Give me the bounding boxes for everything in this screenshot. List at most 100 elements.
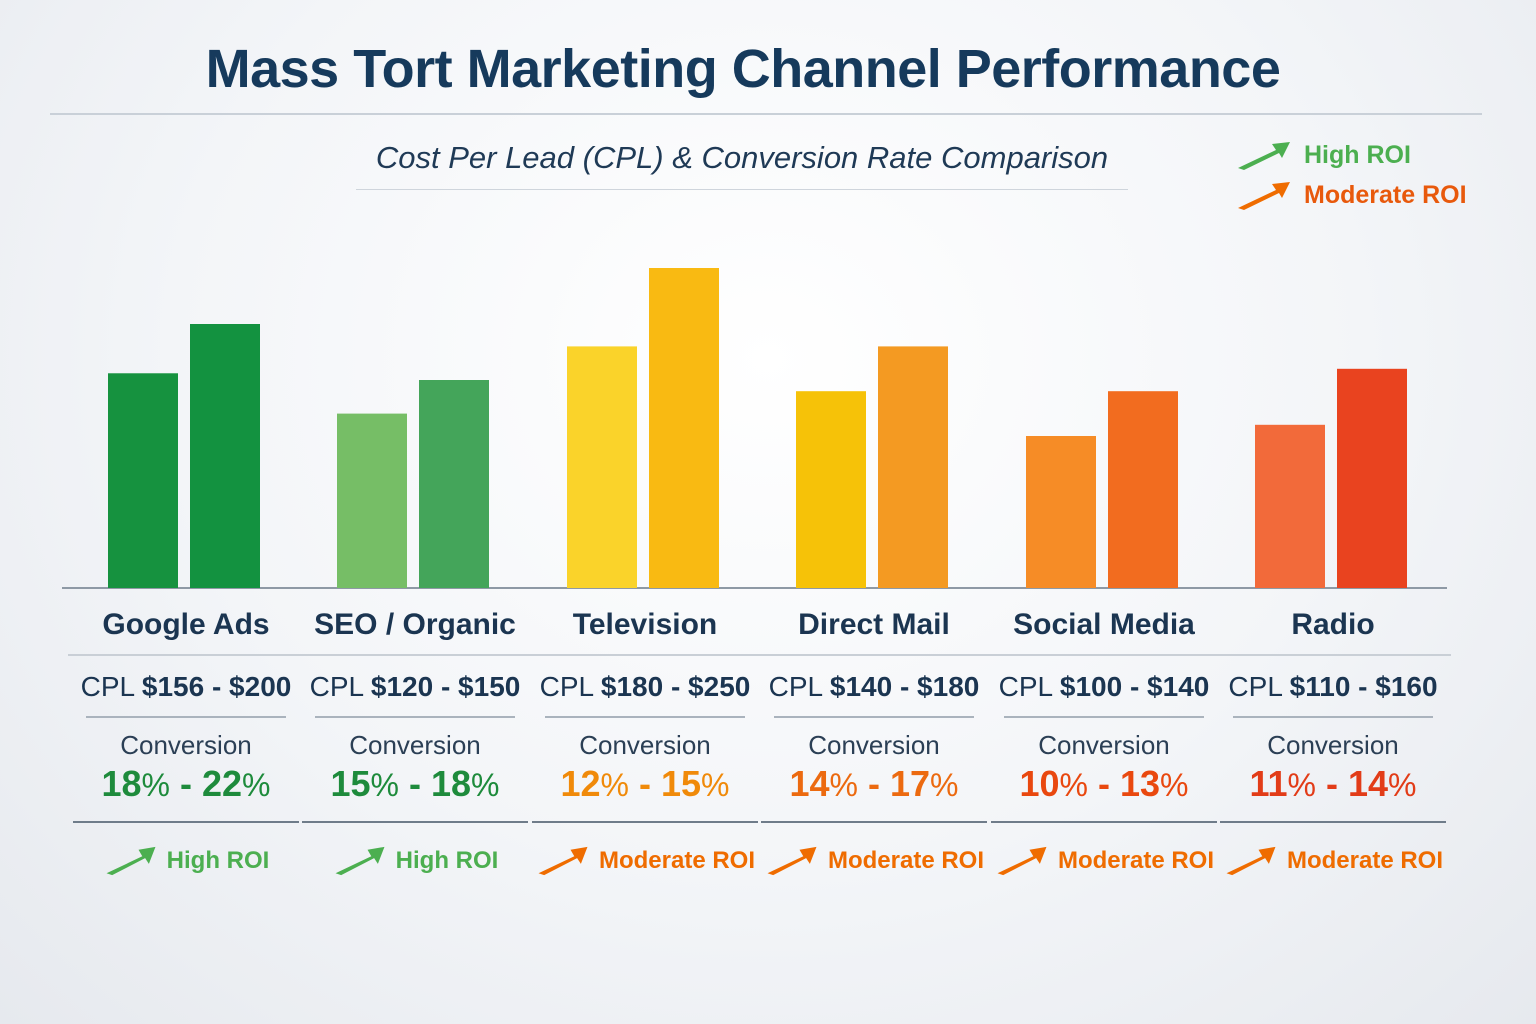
- channel-name: Social Media: [1013, 608, 1195, 641]
- divider: [86, 716, 286, 718]
- conversion-label: Conversion: [808, 730, 940, 760]
- divider: [1220, 821, 1446, 823]
- percent-sign: %: [1388, 767, 1417, 803]
- subtitle-divider: [356, 189, 1128, 190]
- arrow-up-right-icon: [767, 846, 817, 876]
- cpl-value: $156 - $200: [141, 671, 292, 702]
- bar-direct-mail-high: [878, 346, 948, 588]
- divider: [302, 821, 528, 823]
- roi-label: Moderate ROI: [598, 847, 756, 874]
- conversion-value: 12% - 15%: [560, 763, 730, 804]
- divider: [315, 716, 515, 718]
- bar-television-high: [649, 268, 719, 588]
- percent-sign: %: [1160, 767, 1189, 803]
- conversion-high: 17: [890, 763, 931, 804]
- channel-name: Radio: [1291, 608, 1375, 641]
- conversion-low: 11: [1249, 763, 1288, 804]
- conversion-value: 11% - 14%: [1249, 763, 1417, 804]
- conversion-high: 18: [431, 763, 472, 804]
- bar-radio-low: [1255, 424, 1325, 588]
- roi-label: Moderate ROI: [1057, 847, 1215, 874]
- channel-column: Direct Mail CPL $140 - $180 Conversion 14% …: [756, 596, 992, 877]
- divider: [73, 821, 299, 823]
- channel-column: Television CPL $180 - $250 Conversion 12% -…: [527, 596, 763, 877]
- channel-column: Social Media CPL $100 - $140 Conversion 10%…: [986, 596, 1222, 877]
- conversion-label: Conversion: [1267, 730, 1399, 760]
- cpl-prefix: CPL: [768, 671, 823, 702]
- cpl-range: CPL $180 - $250: [527, 656, 763, 716]
- conversion-value: 10% - 13%: [1019, 763, 1189, 804]
- channel-column: SEO / Organic CPL $120 - $150 Conversion 15…: [297, 596, 533, 877]
- channel-name: Television: [572, 608, 718, 641]
- percent-sign: %: [141, 767, 170, 803]
- divider: [1004, 716, 1204, 718]
- legend-label: Moderate ROI: [1304, 180, 1467, 209]
- arrow-up-right-icon: [997, 846, 1047, 876]
- bar-social-media-high: [1108, 391, 1178, 588]
- roi-label: Moderate ROI: [827, 847, 985, 874]
- conversion-low: 18: [101, 763, 142, 804]
- conversion-label: Conversion: [1038, 730, 1170, 760]
- cpl-value: $100 - $140: [1059, 671, 1210, 702]
- conversion-label: Conversion: [349, 730, 481, 760]
- cpl-prefix: CPL: [539, 671, 594, 702]
- conversion-value: 15% - 18%: [330, 763, 500, 804]
- cpl-prefix: CPL: [309, 671, 364, 702]
- title-divider: [50, 113, 1482, 115]
- arrow-up-right-icon: [538, 846, 588, 876]
- arrow-up-right-icon: [1226, 846, 1276, 876]
- divider: [756, 654, 992, 656]
- bar-google-ads-low: [108, 373, 178, 588]
- cpl-value: $180 - $250: [600, 671, 751, 702]
- cpl-prefix: CPL: [1228, 671, 1282, 702]
- divider: [527, 654, 763, 656]
- conversion-low: 12: [560, 763, 601, 804]
- percent-sign: %: [701, 767, 730, 803]
- channel-name: Direct Mail: [798, 608, 950, 641]
- legend-label: High ROI: [1304, 140, 1411, 169]
- conversion-high: 14: [1348, 763, 1389, 804]
- conversion-high: 22: [202, 763, 243, 804]
- cpl-value: $140 - $180: [829, 671, 980, 702]
- percent-sign: %: [600, 767, 629, 803]
- bar-seo-organic-high: [419, 380, 489, 588]
- conversion-high: 15: [661, 763, 702, 804]
- conversion-high: 13: [1120, 763, 1161, 804]
- channel-column: Google Ads CPL $156 - $200 Conversion 18% -…: [68, 596, 304, 877]
- cpl-range: CPL $110 - $160: [1215, 656, 1451, 716]
- roi-label: High ROI: [166, 847, 270, 874]
- divider: [532, 821, 758, 823]
- chart-title: Mass Tort Marketing Channel Performance: [205, 39, 1281, 99]
- cpl-value: $120 - $150: [370, 671, 521, 702]
- bar-radio-high: [1337, 368, 1407, 588]
- cpl-range: CPL $120 - $150: [297, 656, 533, 716]
- roi-badge: High ROI: [297, 845, 533, 877]
- cpl-range: CPL $100 - $140: [986, 656, 1222, 716]
- cpl-prefix: CPL: [80, 671, 135, 702]
- conversion-low: 14: [789, 763, 830, 804]
- conversion-low: 10: [1019, 763, 1060, 804]
- channel-name: Google Ads: [102, 608, 270, 641]
- cpl-range: CPL $140 - $180: [756, 656, 992, 716]
- conversion-label: Conversion: [120, 730, 252, 760]
- divider: [297, 654, 533, 656]
- divider: [761, 821, 987, 823]
- arrow-up-right-icon: [1238, 182, 1290, 210]
- roi-label: High ROI: [395, 847, 499, 874]
- bar-social-media-low: [1026, 436, 1096, 588]
- chart-subtitle: Cost Per Lead (CPL) & Conversion Rate Co…: [375, 140, 1109, 175]
- bar-television-low: [567, 346, 637, 588]
- legend-item-moderate-roi: Moderate ROI: [1236, 180, 1467, 210]
- arrow-up-right-icon: [1238, 142, 1290, 170]
- roi-label: Moderate ROI: [1286, 847, 1444, 874]
- legend-item-high-roi: High ROI: [1236, 140, 1411, 170]
- cpl-prefix: CPL: [998, 671, 1053, 702]
- percent-sign: %: [242, 767, 271, 803]
- roi-badge: Moderate ROI: [756, 845, 992, 877]
- percent-sign: %: [930, 767, 959, 803]
- percent-sign: %: [370, 767, 399, 803]
- divider: [986, 654, 1222, 656]
- percent-sign: %: [1059, 767, 1088, 803]
- divider: [1233, 716, 1433, 718]
